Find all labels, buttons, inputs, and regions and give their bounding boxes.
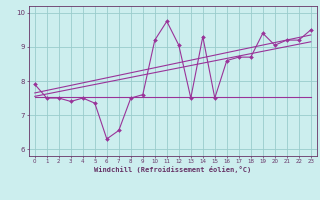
X-axis label: Windchill (Refroidissement éolien,°C): Windchill (Refroidissement éolien,°C)	[94, 166, 252, 173]
